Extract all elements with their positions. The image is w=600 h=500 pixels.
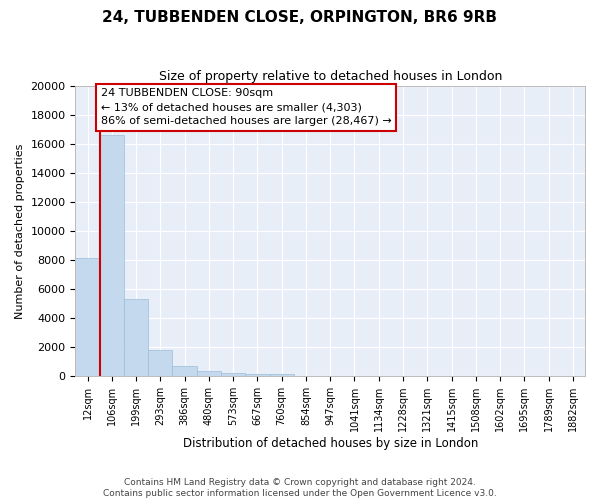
X-axis label: Distribution of detached houses by size in London: Distribution of detached houses by size … (182, 437, 478, 450)
Bar (76, 258, 100, 376)
Text: 24, TUBBENDEN CLOSE, ORPINGTON, BR6 9RB: 24, TUBBENDEN CLOSE, ORPINGTON, BR6 9RB (103, 10, 497, 25)
Bar (124, 299, 148, 376)
Text: Contains HM Land Registry data © Crown copyright and database right 2024.
Contai: Contains HM Land Registry data © Crown c… (103, 478, 497, 498)
Bar (245, 374, 269, 376)
Title: Size of property relative to detached houses in London: Size of property relative to detached ho… (158, 70, 502, 83)
Bar (221, 374, 245, 376)
Bar (148, 350, 172, 376)
Bar (269, 374, 294, 376)
Bar (172, 366, 197, 376)
Bar (197, 372, 221, 376)
Y-axis label: Number of detached properties: Number of detached properties (15, 143, 25, 318)
Text: 24 TUBBENDEN CLOSE: 90sqm
← 13% of detached houses are smaller (4,303)
86% of se: 24 TUBBENDEN CLOSE: 90sqm ← 13% of detac… (101, 88, 392, 126)
Bar (100, 135, 124, 376)
